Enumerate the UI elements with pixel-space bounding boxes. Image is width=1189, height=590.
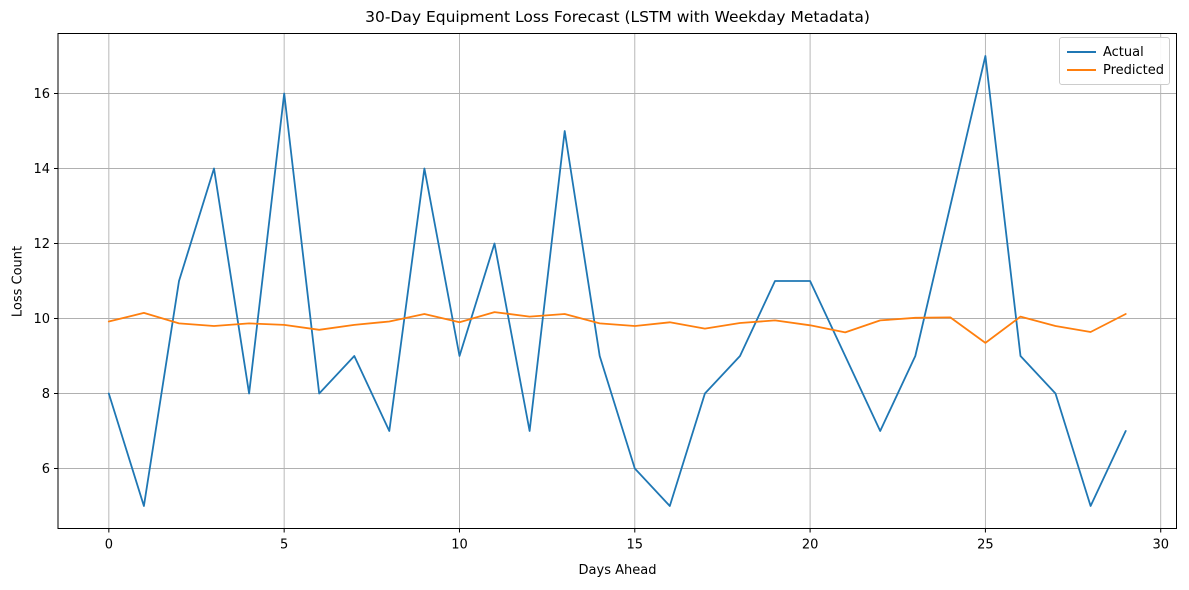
x-tick-label: 25 [977,538,994,553]
legend-item-actual: Actual [1067,43,1161,61]
y-tick-label: 8 [42,387,50,402]
legend-item-predicted: Predicted [1067,61,1165,79]
legend-label-predicted: Predicted [1103,62,1165,78]
x-tick-label: 0 [105,538,113,553]
x-tick-label: 30 [1152,538,1169,553]
y-tick-label: 10 [33,312,50,327]
predicted-line-swatch [1067,69,1096,71]
y-tick-label: 12 [33,237,50,252]
actual-line-swatch [1067,51,1096,53]
x-tick-label: 20 [802,538,819,553]
x-axis-label: Days Ahead [578,563,657,578]
x-tick-label: 10 [451,538,468,553]
x-tick-label: 5 [280,538,288,553]
legend-label-actual: Actual [1103,44,1144,60]
x-tick-label: 15 [627,538,644,553]
y-axis-label: Loss Count [10,245,26,318]
axes-box [57,33,1177,529]
actual-line [107,55,1127,507]
y-tick-label: 14 [33,162,50,177]
chart-title: 30-Day Equipment Loss Forecast (LSTM wit… [365,8,870,26]
y-tick-label: 16 [33,87,50,102]
predicted-line [107,311,1127,344]
y-tick-label: 6 [42,462,50,477]
legend: Actual Predicted [1059,37,1170,85]
